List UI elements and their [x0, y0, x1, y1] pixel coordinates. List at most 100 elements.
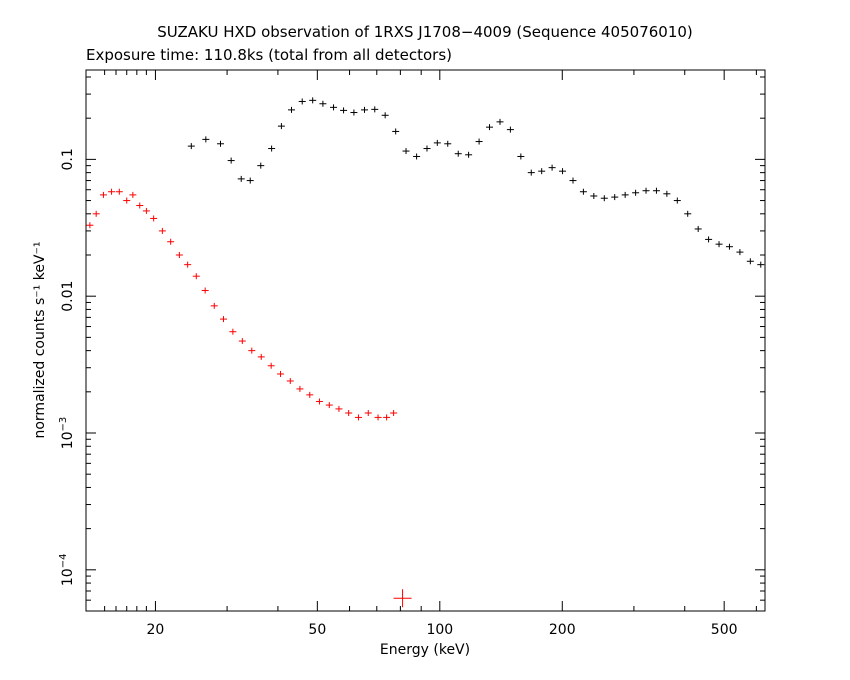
plot-frame: [85, 69, 766, 612]
data-point: [527, 169, 535, 176]
data-point: [115, 188, 123, 195]
data-point: [715, 241, 723, 248]
data-point: [393, 589, 412, 608]
data-point: [210, 302, 218, 309]
data-point: [383, 414, 391, 421]
data-point: [267, 362, 275, 369]
data-point: [238, 338, 246, 345]
data-point: [340, 107, 348, 114]
data-point: [444, 140, 452, 147]
data-point: [538, 168, 546, 175]
y-tick-label: 10−3: [58, 417, 76, 450]
data-point: [402, 148, 410, 155]
data-point: [216, 140, 224, 147]
data-point: [142, 207, 150, 214]
x-tick-label: 200: [549, 622, 576, 638]
data-point: [108, 188, 116, 195]
data-point: [590, 192, 598, 199]
chart-subtitle: Exposure time: 110.8ks (total from all d…: [86, 46, 452, 64]
data-point: [202, 136, 210, 143]
data-point: [187, 143, 195, 150]
data-point: [99, 191, 107, 198]
x-tick-label: 500: [711, 622, 738, 638]
data-point: [642, 187, 650, 194]
y-tick-label: 10−4: [58, 554, 76, 587]
data-point: [413, 153, 421, 160]
data-point: [257, 353, 265, 360]
data-point: [184, 261, 192, 268]
series-1: [393, 589, 412, 608]
data-point: [201, 287, 209, 294]
data-point: [150, 215, 158, 222]
data-point: [298, 98, 306, 105]
data-point: [306, 391, 314, 398]
data-point: [136, 202, 144, 209]
data-point: [227, 157, 235, 164]
data-point: [237, 175, 245, 182]
data-point: [123, 197, 131, 204]
data-point: [246, 177, 254, 184]
data-point: [611, 194, 619, 201]
data-point: [392, 128, 400, 135]
data-point: [465, 151, 473, 158]
data-point: [579, 188, 587, 195]
data-point: [268, 145, 276, 152]
data-point: [600, 195, 608, 202]
data-point: [220, 316, 228, 323]
data-point: [257, 162, 265, 169]
data-point: [248, 347, 256, 354]
data-point: [175, 251, 183, 258]
data-point: [315, 398, 323, 405]
data-point: [345, 410, 353, 417]
data-point: [517, 153, 525, 160]
data-point: [319, 100, 327, 107]
data-point: [129, 191, 137, 198]
data-point: [663, 190, 671, 197]
data-point: [350, 109, 358, 116]
data-point: [506, 126, 514, 133]
data-point: [496, 118, 504, 125]
data-point: [454, 150, 462, 157]
data-point: [652, 187, 660, 194]
data-point: [167, 238, 175, 245]
y-axis-ticks: 10−4 10−3 0.01 0.1: [58, 76, 765, 612]
data-point: [192, 273, 200, 280]
data-point: [694, 225, 702, 232]
data-point: [86, 222, 94, 229]
data-point: [277, 370, 285, 377]
data-point: [158, 227, 166, 234]
data-point: [621, 191, 629, 198]
data-point: [277, 123, 285, 130]
data-point: [374, 414, 382, 421]
data-point: [288, 106, 296, 113]
data-point: [309, 97, 317, 104]
x-tick-label: 100: [426, 622, 453, 638]
data-point: [296, 385, 304, 392]
data-point: [364, 410, 372, 417]
x-axis-ticks: 20 50 100 200 500: [104, 70, 757, 638]
data-point: [92, 210, 100, 217]
y-tick-label: 0.01: [60, 281, 76, 312]
data-point: [736, 249, 744, 256]
data-point: [725, 243, 733, 250]
data-point: [325, 402, 333, 409]
data-point: [548, 164, 556, 171]
data-point: [286, 377, 294, 384]
data-point: [569, 177, 577, 184]
chart-title: SUZAKU HXD observation of 1RXS J1708−400…: [157, 23, 693, 41]
series-0: [86, 188, 398, 421]
series-2: [187, 97, 765, 268]
data-point: [486, 124, 494, 131]
data-point: [423, 145, 431, 152]
y-axis-label: normalized counts s⁻¹ keV⁻¹: [32, 241, 48, 438]
x-axis-label: Energy (keV): [380, 642, 470, 658]
data-point: [354, 414, 362, 421]
data-point: [746, 258, 754, 265]
data-point: [632, 189, 640, 196]
data-point: [757, 261, 765, 268]
data-point: [673, 197, 681, 204]
data-point: [705, 236, 713, 243]
data-point: [371, 106, 379, 113]
x-tick-label: 20: [147, 622, 165, 638]
